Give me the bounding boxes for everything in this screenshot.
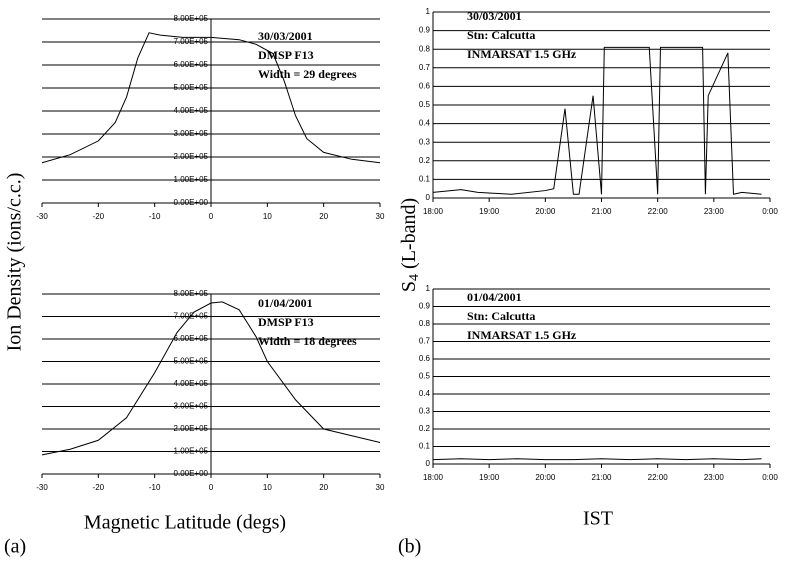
x-tick-label: 0 [209, 212, 214, 221]
x-tick-label: 22:00 [648, 473, 669, 482]
y-label-part: (L-band) [398, 198, 420, 274]
y-tick-label: 5.00E+05 [174, 357, 209, 366]
y-label-part: S [398, 281, 420, 292]
panel-label: (b) [398, 536, 421, 558]
x-tick-label: 20 [319, 483, 328, 492]
data-line [432, 458, 762, 461]
y-tick-label: 8.00E+05 [174, 289, 209, 298]
annotation: INMARSAT 1.5 GHz [467, 328, 577, 342]
y-tick-label: 3.00E+05 [174, 129, 209, 138]
y-tick-label: 0.7 [419, 63, 431, 72]
y-tick-label: 0 [426, 193, 431, 202]
y-tick-label: 0.6 [419, 82, 431, 91]
y-tick-label: 4.00E+05 [174, 106, 209, 115]
y-tick-label: 1 [426, 284, 431, 293]
x-tick-label: 30 [376, 483, 385, 492]
x-tick-label: 21:00 [591, 473, 612, 482]
x-tick-label: 18:00 [423, 473, 444, 482]
data-line [432, 46, 762, 195]
x-tick-label: 22:00 [648, 207, 669, 216]
y-axis-label: S4 (L-band) [398, 198, 423, 292]
x-tick-label: 0:00 [762, 207, 778, 216]
x-tick-label: 21:00 [591, 207, 612, 216]
annotation: DMSP F13 [258, 48, 314, 62]
x-tick-label: 23:00 [704, 207, 725, 216]
y-tick-label: 0.7 [419, 337, 431, 346]
x-tick-label: 23:00 [704, 473, 725, 482]
y-tick-label: 3.00E+05 [174, 402, 209, 411]
y-axis-label: Ion Density (ions/c.c.) [4, 173, 26, 352]
annotation: 01/04/2001 [467, 290, 522, 304]
x-tick-label: -10 [149, 483, 161, 492]
y-tick-label: 0.5 [419, 372, 431, 381]
annotation: 30/03/2001 [467, 9, 522, 23]
x-tick-label: 0:00 [762, 473, 778, 482]
x-axis-label: Magnetic Latitude (degs) [84, 512, 286, 534]
x-tick-label: 10 [263, 483, 272, 492]
y-tick-label: 7.00E+05 [174, 37, 209, 46]
y-tick-label: 6.00E+05 [174, 60, 209, 69]
x-tick-label: -20 [93, 212, 105, 221]
y-tick-label: 0.9 [419, 26, 431, 35]
x-tick-label: -20 [93, 483, 105, 492]
y-label-subscript: 4 [407, 274, 422, 281]
x-tick-label: 20:00 [535, 207, 556, 216]
annotation: 01/04/2001 [258, 296, 313, 310]
y-tick-label: 0.8 [419, 44, 431, 53]
y-tick-label: 1.00E+05 [174, 447, 209, 456]
annotation: Stn: Calcutta [467, 28, 535, 42]
y-tick-label: 0.1 [419, 175, 431, 184]
y-tick-label: 0.3 [419, 137, 431, 146]
annotation: DMSP F13 [258, 315, 314, 329]
annotation: Stn: Calcutta [467, 309, 535, 323]
x-tick-label: -30 [36, 212, 48, 221]
annotation: Width = 18 degrees [258, 334, 357, 348]
y-tick-label: 0.9 [419, 302, 431, 311]
x-tick-label: 0 [209, 483, 214, 492]
y-tick-label: 0.4 [419, 119, 431, 128]
x-tick-label: 18:00 [423, 207, 444, 216]
x-tick-label: 19:00 [479, 207, 500, 216]
data-line [41, 32, 381, 164]
y-tick-label: 2.00E+05 [174, 152, 209, 161]
y-tick-label: 0.1 [419, 442, 431, 451]
x-tick-label: 20:00 [535, 473, 556, 482]
x-tick-label: -30 [36, 483, 48, 492]
y-tick-label: 1 [426, 7, 431, 16]
y-tick-label: 0.6 [419, 354, 431, 363]
annotation: INMARSAT 1.5 GHz [467, 47, 577, 61]
y-tick-label: 0.5 [419, 100, 431, 109]
y-tick-label: 0.8 [419, 319, 431, 328]
y-tick-label: 2.00E+05 [174, 424, 209, 433]
x-tick-label: 10 [263, 212, 272, 221]
y-tick-label: 8.00E+05 [174, 14, 209, 23]
y-tick-label: 5.00E+05 [174, 83, 209, 92]
x-tick-label: -10 [149, 212, 161, 221]
annotation: Width = 29 degrees [258, 67, 357, 81]
data-line [41, 301, 381, 456]
y-tick-label: 0.2 [419, 424, 431, 433]
x-tick-label: 20 [319, 212, 328, 221]
y-tick-label: 4.00E+05 [174, 379, 209, 388]
panel-label: (a) [4, 536, 26, 558]
y-tick-label: 6.00E+05 [174, 334, 209, 343]
y-tick-label: 0.3 [419, 407, 431, 416]
annotation: 30/03/2001 [258, 29, 313, 43]
y-tick-label: 1.00E+05 [174, 175, 209, 184]
y-tick-label: 0.4 [419, 389, 431, 398]
x-tick-label: 19:00 [479, 473, 500, 482]
y-tick-label: 0 [426, 459, 431, 468]
x-axis-label: IST [583, 508, 613, 530]
y-tick-label: 0.2 [419, 156, 431, 165]
x-tick-label: 30 [376, 212, 385, 221]
